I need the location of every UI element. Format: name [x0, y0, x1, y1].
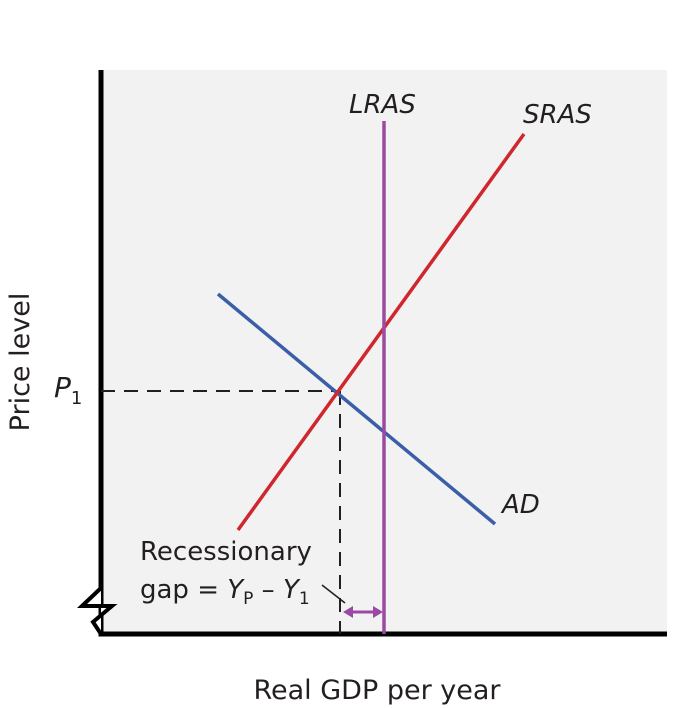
price-p1-label: P1 [54, 371, 82, 409]
gap-annotation-line1: Recessionary [140, 537, 312, 567]
gap-leader-line [321, 584, 346, 604]
sras-curve [236, 132, 526, 532]
lras-label: LRAS [349, 90, 416, 120]
gap-annotation-line2: gap = YP – Y1 [140, 575, 310, 609]
x-axis-label: Real GDP per year [253, 675, 501, 706]
ad-label: AD [500, 490, 540, 520]
y-axis-label: Price level [5, 293, 36, 432]
ad-curve [216, 292, 497, 526]
gap-arrow-left-head [343, 606, 353, 618]
gap-arrow-right-head [373, 606, 383, 618]
axis-break-icon [76, 586, 118, 636]
sras-label: SRAS [523, 100, 592, 130]
